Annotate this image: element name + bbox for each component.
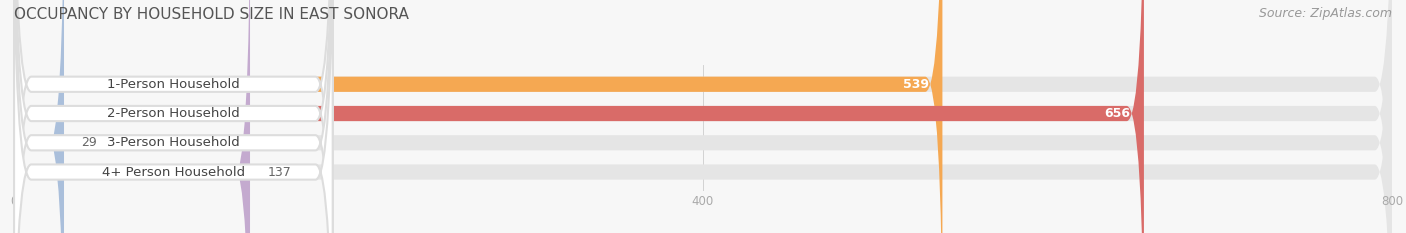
Text: 4+ Person Household: 4+ Person Household bbox=[101, 165, 245, 178]
FancyBboxPatch shape bbox=[14, 0, 1392, 233]
FancyBboxPatch shape bbox=[14, 0, 1392, 233]
FancyBboxPatch shape bbox=[14, 0, 250, 233]
Text: 1-Person Household: 1-Person Household bbox=[107, 78, 240, 91]
Text: OCCUPANCY BY HOUSEHOLD SIZE IN EAST SONORA: OCCUPANCY BY HOUSEHOLD SIZE IN EAST SONO… bbox=[14, 7, 409, 22]
FancyBboxPatch shape bbox=[14, 0, 65, 233]
Text: 539: 539 bbox=[903, 78, 928, 91]
FancyBboxPatch shape bbox=[14, 0, 333, 233]
Text: 3-Person Household: 3-Person Household bbox=[107, 136, 240, 149]
Text: 656: 656 bbox=[1104, 107, 1130, 120]
FancyBboxPatch shape bbox=[14, 0, 333, 233]
Text: 137: 137 bbox=[267, 165, 291, 178]
FancyBboxPatch shape bbox=[14, 0, 333, 233]
FancyBboxPatch shape bbox=[14, 0, 333, 233]
Text: 29: 29 bbox=[82, 136, 97, 149]
FancyBboxPatch shape bbox=[14, 0, 1392, 233]
FancyBboxPatch shape bbox=[14, 0, 1144, 233]
FancyBboxPatch shape bbox=[14, 0, 1392, 233]
Text: 2-Person Household: 2-Person Household bbox=[107, 107, 240, 120]
FancyBboxPatch shape bbox=[14, 0, 942, 233]
Text: Source: ZipAtlas.com: Source: ZipAtlas.com bbox=[1258, 7, 1392, 20]
